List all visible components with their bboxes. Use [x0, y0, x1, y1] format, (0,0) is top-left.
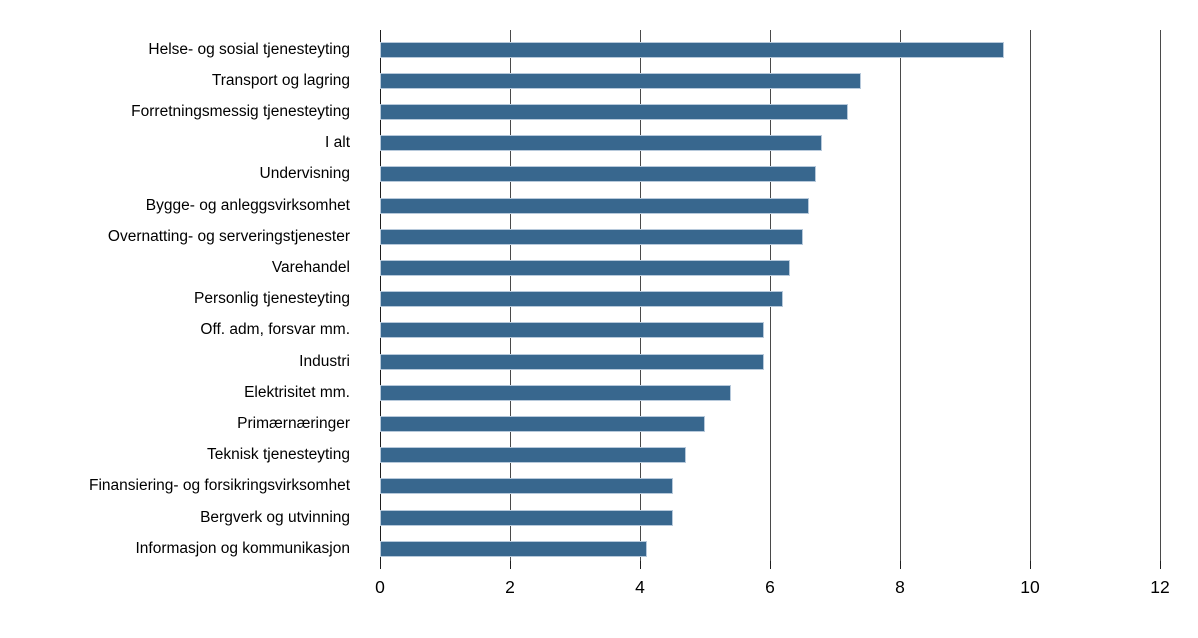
x-axis-tick	[1160, 561, 1161, 569]
category-label: Primærnæringer	[237, 415, 350, 432]
bar	[380, 540, 647, 557]
bar	[380, 478, 673, 495]
category-label: Bergverk og utvinning	[200, 508, 350, 526]
x-axis-tick-label: 12	[1150, 577, 1170, 597]
category-label: Helse- og sosial tjenesteyting	[148, 40, 350, 58]
category-label: Industri	[299, 352, 350, 370]
x-axis-tick-label: 2	[505, 577, 515, 597]
bar	[380, 416, 705, 432]
gridline	[1030, 30, 1031, 561]
bar	[380, 291, 783, 308]
bar	[380, 384, 731, 401]
category-label: Varehandel	[271, 259, 350, 276]
bar	[380, 72, 861, 89]
bar	[380, 353, 764, 370]
bar	[380, 509, 673, 526]
category-label: Overnatting- og serveringstjenester	[107, 227, 350, 245]
bar	[380, 447, 686, 464]
bar	[380, 260, 790, 276]
bar	[380, 135, 822, 152]
category-label: Off. adm, forsvar mm.	[200, 321, 350, 339]
category-label: Informasjon og kommunikasjon	[135, 539, 350, 557]
bar	[380, 322, 764, 339]
category-label: Bygge- og anleggsvirksomhet	[145, 196, 350, 214]
x-axis-tick	[770, 561, 771, 569]
category-label: Teknisk tjenesteyting	[206, 446, 350, 464]
bar	[380, 104, 848, 120]
bar	[380, 41, 1004, 58]
x-axis-tick-label: 0	[375, 577, 385, 597]
category-label: Finansiering- og forsikringsvirksomhet	[88, 477, 350, 495]
x-axis-tick-label: 4	[635, 577, 645, 597]
category-label: Elektrisitet mm.	[244, 383, 350, 401]
category-label: Forretningsmessig tjenesteyting	[131, 103, 350, 120]
category-label: Personlig tjenesteyting	[194, 290, 350, 308]
x-axis-tick-label: 8	[895, 577, 905, 597]
x-axis-tick	[510, 561, 511, 569]
x-axis-tick-label: 6	[765, 577, 775, 597]
gridline	[1160, 30, 1161, 561]
category-label: I alt	[325, 134, 350, 152]
bar	[380, 228, 803, 245]
x-axis-tick-label: 10	[1020, 577, 1040, 597]
x-axis-tick	[900, 561, 901, 569]
x-axis-tick	[640, 561, 641, 569]
bar	[380, 197, 809, 214]
gridline	[900, 30, 901, 561]
bar	[380, 166, 816, 183]
category-label: Undervisning	[259, 165, 350, 183]
category-label: Transport og lagring	[211, 71, 350, 89]
x-axis-tick	[380, 561, 381, 569]
x-axis-tick	[1030, 561, 1031, 569]
